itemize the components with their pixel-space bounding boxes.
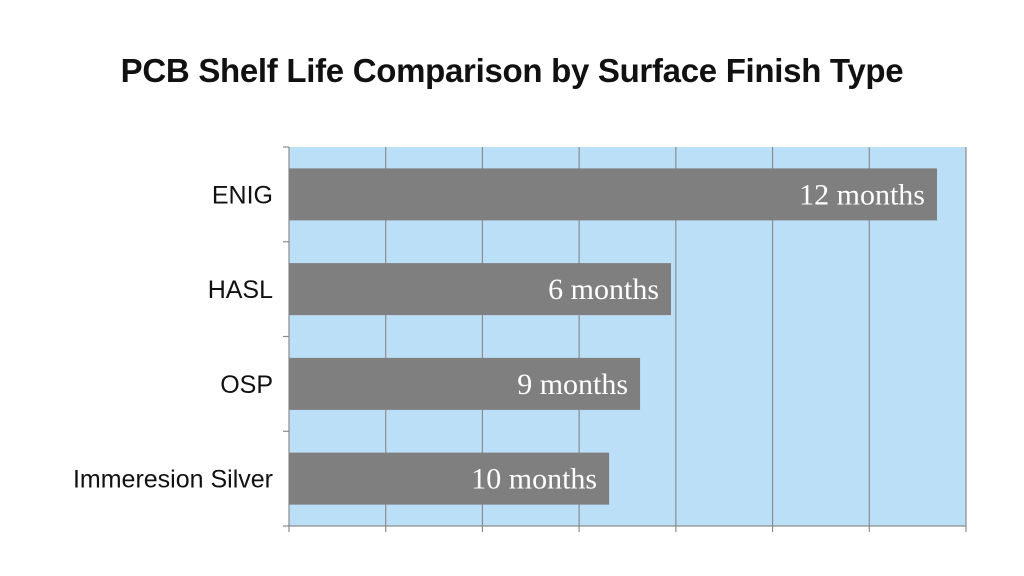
chart-title: PCB Shelf Life Comparison by Surface Fin…	[120, 52, 904, 89]
data-label: 10 months	[471, 463, 597, 496]
category-label: OSP	[220, 371, 273, 399]
bar-immeresion-silver	[289, 452, 610, 505]
bar-osp	[289, 357, 641, 410]
data-label: 9 months	[517, 368, 628, 401]
data-label: 12 months	[799, 178, 925, 211]
bar-enig	[289, 168, 937, 221]
category-label: ENIG	[212, 181, 273, 209]
category-label: HASL	[208, 276, 273, 304]
bar-hasl	[289, 263, 672, 316]
data-label: 6 months	[548, 273, 659, 306]
category-label: Immeresion Silver	[73, 466, 273, 494]
